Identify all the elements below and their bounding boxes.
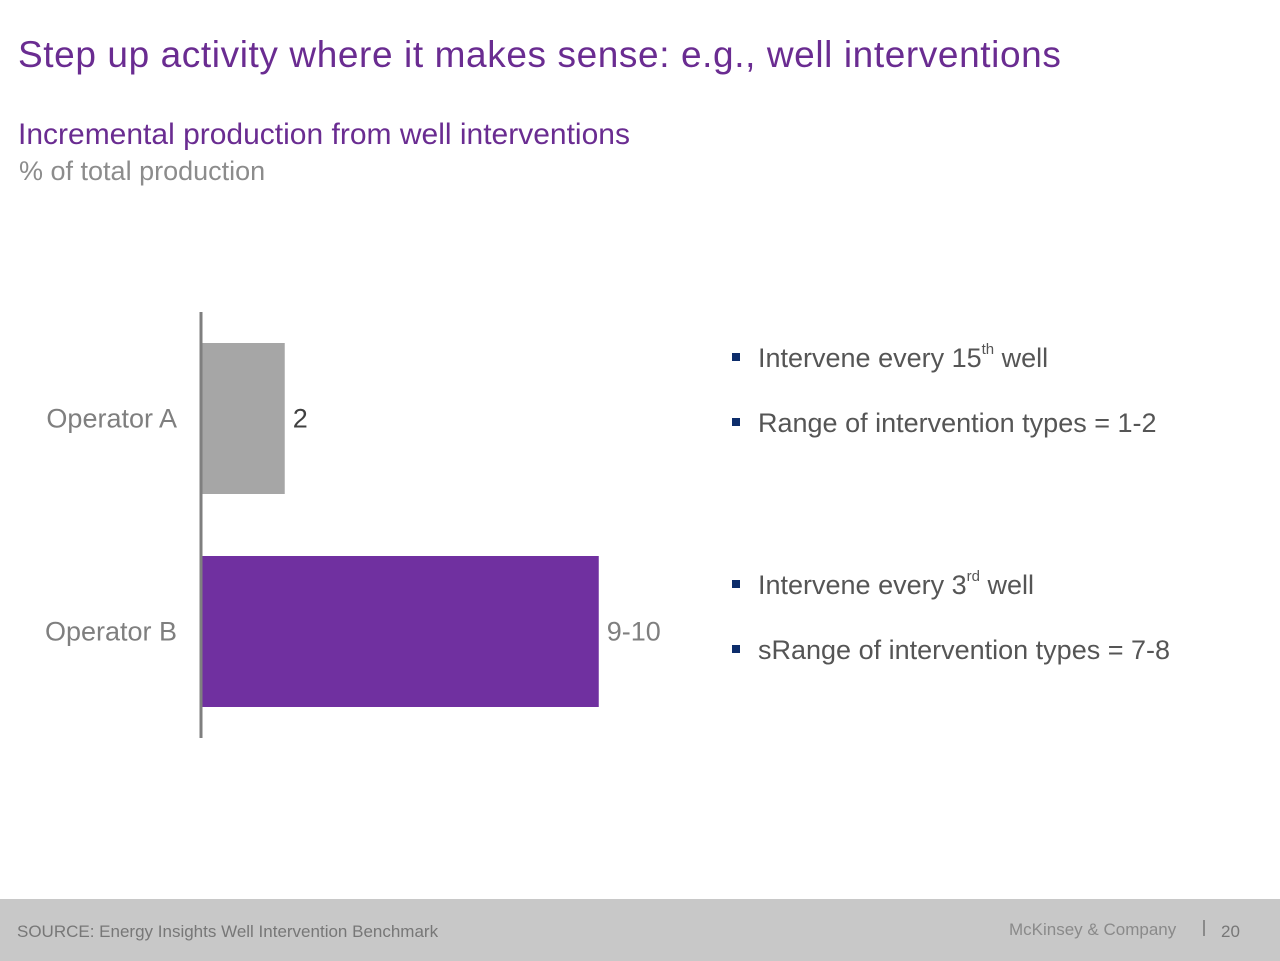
category-label: Operator B (45, 617, 177, 647)
bullet-text: Intervene every 3 (758, 570, 967, 600)
brand-name: McKinsey & Company (1009, 920, 1177, 939)
chart-title: Incremental production from well interve… (18, 118, 630, 151)
bar-operator-a (201, 343, 285, 494)
bullet-square-icon (732, 353, 740, 361)
bullet-square-icon (732, 645, 740, 653)
bullet-item: Intervene every 3rd well (730, 568, 1170, 601)
footer-bar: SOURCE: Energy Insights Well Interventio… (0, 899, 1280, 961)
footer-separator (1203, 920, 1205, 936)
operator-a-notes: Intervene every 15th well Range of inter… (730, 341, 1157, 439)
page-number: 20 (1221, 922, 1240, 941)
bullet-square-icon (732, 418, 740, 426)
bullet-superscript: rd (966, 568, 980, 585)
bullet-superscript: th (981, 341, 995, 358)
bullet-text: Range of intervention types = 1-2 (758, 408, 1157, 438)
category-label: Operator A (46, 404, 177, 434)
bullet-item: Intervene every 15th well (730, 341, 1157, 374)
bullet-text-end: well (994, 343, 1049, 373)
bullet-item: sRange of intervention types = 7-8 (730, 635, 1170, 666)
bullet-text-end: well (979, 570, 1034, 600)
value-label: 9-10 (607, 617, 661, 647)
bar-operator-b (201, 556, 599, 707)
chart-subtitle: % of total production (19, 156, 266, 186)
bar-chart: Operator A 2 Operator B 9-10 (45, 312, 661, 738)
value-label: 2 (293, 404, 308, 434)
source-note: SOURCE: Energy Insights Well Interventio… (17, 922, 439, 941)
bullet-square-icon (732, 580, 740, 588)
bullet-text: sRange of intervention types = 7-8 (758, 635, 1171, 665)
operator-b-notes: Intervene every 3rd well sRange of inter… (730, 568, 1170, 666)
bullet-item: Range of intervention types = 1-2 (730, 408, 1157, 439)
slide-title: Step up activity where it makes sense: e… (18, 34, 1062, 75)
bullet-text: Intervene every 15 (758, 343, 982, 373)
